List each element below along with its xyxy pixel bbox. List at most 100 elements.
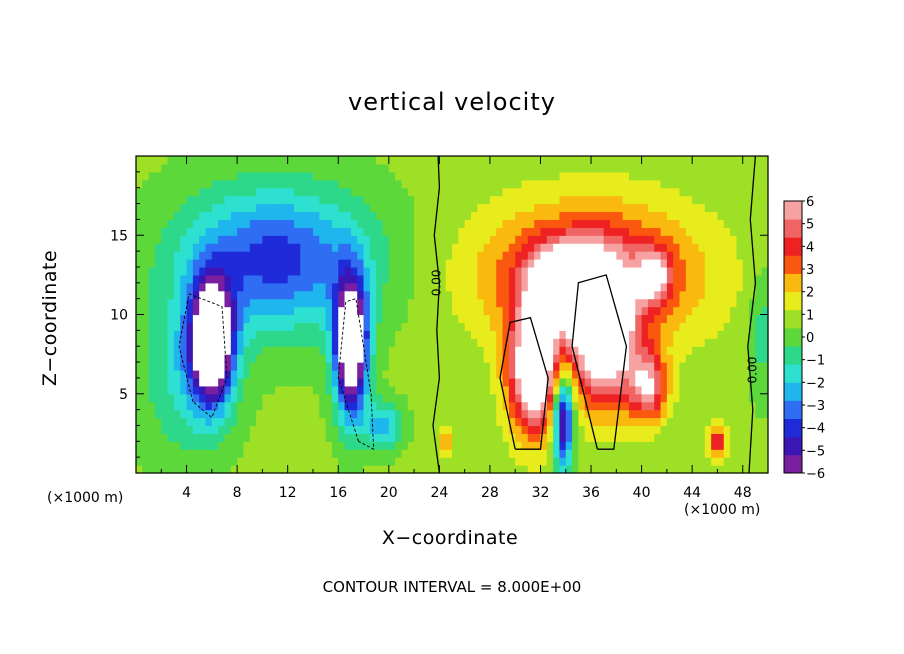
field-cell xyxy=(679,243,687,252)
field-cell xyxy=(407,330,415,339)
field-cell xyxy=(641,179,649,189)
field-cell xyxy=(470,227,478,236)
field-cell xyxy=(300,401,308,411)
field-cell xyxy=(173,393,181,403)
field-cell xyxy=(173,171,181,181)
field-cell xyxy=(540,235,548,244)
field-cell xyxy=(357,179,365,189)
field-cell xyxy=(167,425,175,434)
field-cell xyxy=(742,187,750,197)
field-cell xyxy=(142,171,150,181)
field-cell xyxy=(414,409,421,419)
field-cell xyxy=(755,298,763,308)
field-cell xyxy=(534,433,542,442)
field-cell xyxy=(692,298,700,308)
field-cell xyxy=(224,362,232,371)
field-cell xyxy=(433,156,440,165)
field-cell xyxy=(338,393,346,403)
field-cell xyxy=(565,393,573,403)
field-cell xyxy=(249,354,257,363)
field-cell xyxy=(414,179,421,189)
field-cell xyxy=(470,163,478,173)
field-cell xyxy=(357,425,365,434)
field-cell xyxy=(698,465,706,474)
field-cell xyxy=(527,203,535,213)
field-cell xyxy=(660,417,668,427)
field-cell xyxy=(704,425,712,434)
field-cell xyxy=(369,338,377,347)
field-cell xyxy=(553,354,561,363)
field-cell xyxy=(142,282,150,292)
field-cell xyxy=(546,203,554,213)
field-cell xyxy=(755,203,763,213)
field-cell xyxy=(319,465,327,474)
field-cell xyxy=(230,409,238,419)
field-cell xyxy=(755,219,763,228)
field-cell xyxy=(553,203,561,213)
field-cell xyxy=(154,393,162,403)
field-cell xyxy=(736,417,744,427)
field-cell xyxy=(452,227,459,236)
field-cell xyxy=(230,433,238,442)
field-cell xyxy=(262,346,270,355)
field-cell xyxy=(281,449,289,458)
field-cell xyxy=(553,346,561,355)
field-cell xyxy=(433,401,440,411)
x-tick-label: 8 xyxy=(233,485,242,501)
field-cell xyxy=(489,425,497,434)
field-cell xyxy=(401,156,409,165)
field-cell xyxy=(161,401,169,411)
field-cell xyxy=(445,171,453,181)
field-cell xyxy=(350,156,358,165)
field-cell xyxy=(363,259,371,268)
field-cell xyxy=(262,433,270,442)
field-cell xyxy=(515,449,523,458)
field-cell xyxy=(679,393,687,403)
field-cell xyxy=(237,156,245,165)
field-cell xyxy=(376,219,384,228)
field-cell xyxy=(679,163,687,173)
field-cell xyxy=(192,369,200,379)
field-cell xyxy=(464,211,472,220)
field-cell xyxy=(572,417,579,427)
field-cell xyxy=(736,282,744,292)
field-cell xyxy=(395,163,403,173)
field-cell xyxy=(527,385,535,395)
field-cell xyxy=(641,322,649,331)
field-cell xyxy=(673,259,681,268)
field-cell xyxy=(173,465,181,474)
field-cell xyxy=(540,441,548,450)
field-cell xyxy=(546,227,554,236)
field-cell xyxy=(660,441,668,450)
field-cell xyxy=(546,211,554,220)
field-cell xyxy=(262,187,270,197)
field-cell xyxy=(338,449,346,458)
field-cell xyxy=(294,330,301,339)
field-cell xyxy=(578,274,586,284)
field-cell xyxy=(553,282,561,292)
field-cell xyxy=(230,251,238,260)
field-cell xyxy=(698,449,706,458)
field-cell xyxy=(249,314,257,324)
field-cell xyxy=(635,203,643,213)
field-cell xyxy=(515,211,523,220)
field-cell xyxy=(723,171,731,181)
field-cell xyxy=(300,346,308,355)
field-cell xyxy=(186,179,194,189)
field-cell xyxy=(154,219,162,228)
field-cell xyxy=(407,457,415,466)
field-cell xyxy=(692,369,700,379)
field-cell xyxy=(717,425,725,434)
field-cell xyxy=(433,187,440,197)
field-cell xyxy=(477,290,485,300)
field-cell xyxy=(711,259,719,268)
field-cell xyxy=(692,219,700,228)
field-cell xyxy=(647,274,655,284)
field-cell xyxy=(243,314,251,324)
field-cell xyxy=(218,203,226,213)
field-cell xyxy=(300,187,308,197)
field-cell xyxy=(698,211,706,220)
field-cell xyxy=(464,219,472,228)
field-cell xyxy=(553,322,561,331)
field-cell xyxy=(173,235,181,244)
